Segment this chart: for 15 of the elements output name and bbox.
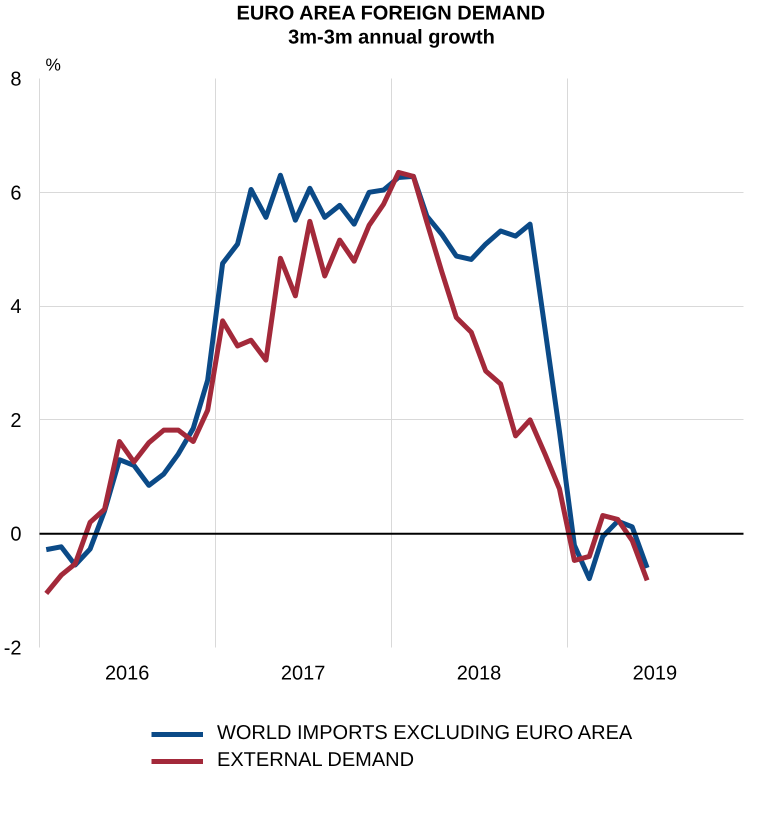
y-tick-label: 8: [10, 68, 22, 90]
x-tick-label: 2019: [632, 662, 678, 684]
y-tick-label: 4: [10, 296, 22, 318]
y-tick-label: 2: [10, 410, 22, 432]
legend-label: WORLD IMPORTS EXCLUDING EURO AREA: [217, 722, 632, 745]
y-tick-label: 6: [10, 182, 22, 204]
y-tick-label: 0: [10, 524, 22, 546]
x-tick-label: 2018: [456, 662, 502, 684]
x-tick-label: 2017: [280, 662, 326, 684]
chart-subtitle: 3m-3m annual growth: [288, 26, 495, 48]
y-axis-title: %: [46, 54, 61, 74]
legend-label: EXTERNAL DEMAND: [217, 749, 414, 772]
y-tick-label: -2: [4, 638, 22, 660]
x-tick-label: 2016: [104, 662, 150, 684]
chart-title: EURO AREA FOREIGN DEMAND: [236, 2, 546, 24]
